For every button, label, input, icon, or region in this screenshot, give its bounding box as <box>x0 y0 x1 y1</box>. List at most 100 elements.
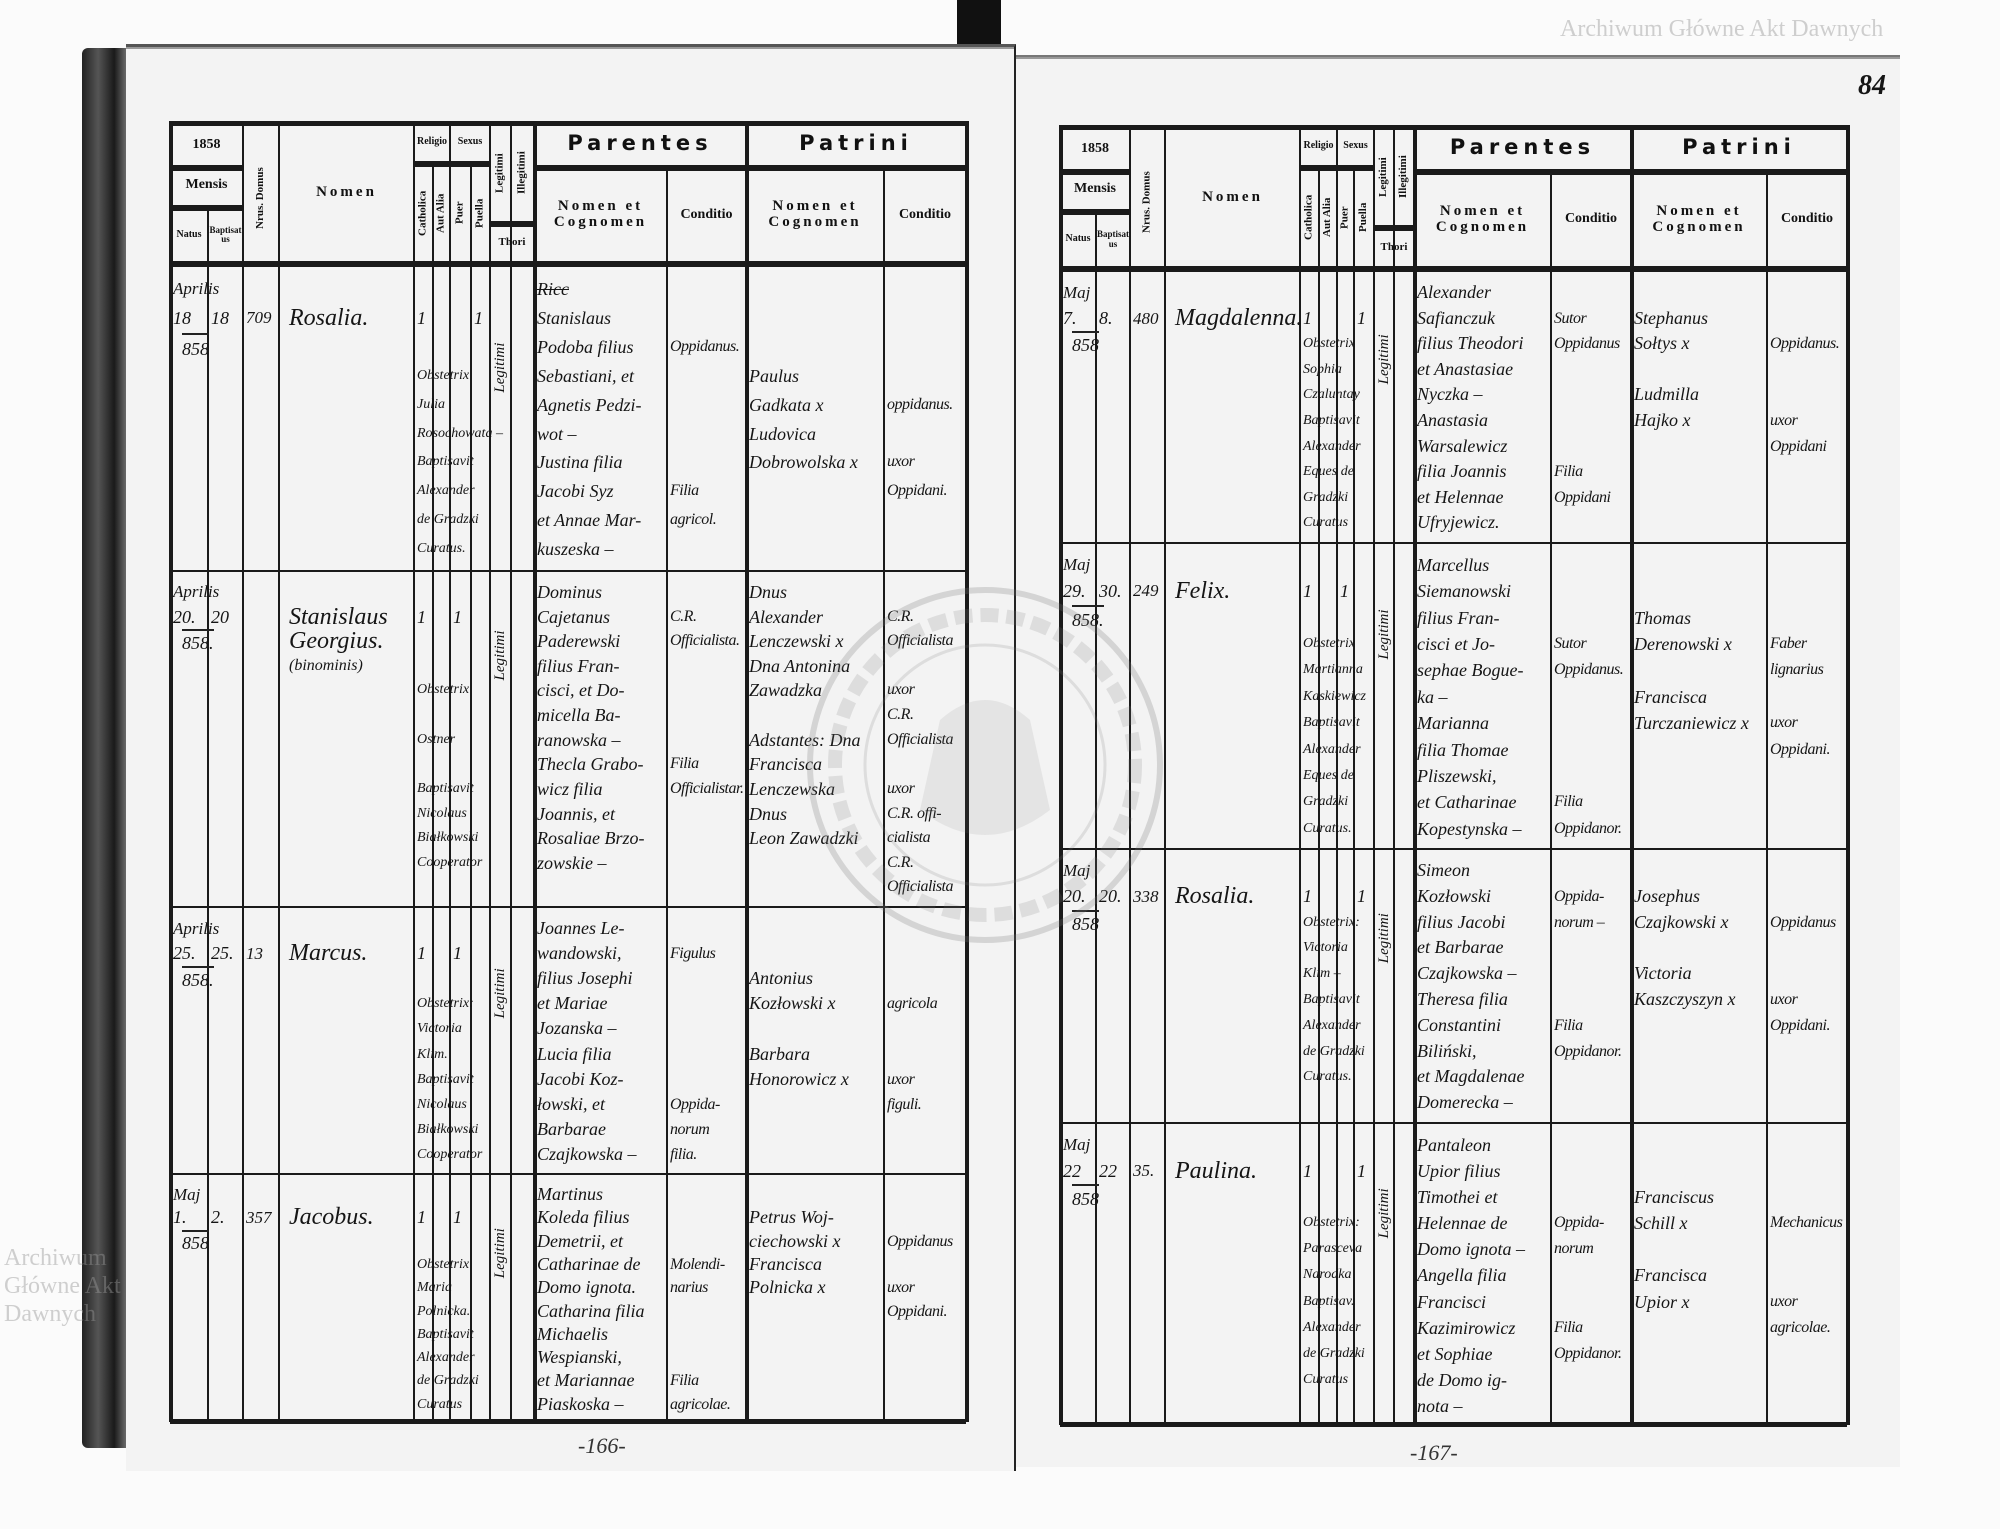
entry-parentes-conditio: agricol. <box>670 511 717 529</box>
entry-parentes-name: filius Fran- <box>1417 607 1500 628</box>
entry-sexus-puella: 1 <box>474 307 483 328</box>
column-rule <box>1846 125 1850 1425</box>
entry-patrini-name: Schill x <box>1634 1213 1688 1234</box>
entry-divider <box>1060 1122 1847 1124</box>
entry-parentes-name: filius Theodori <box>1417 333 1524 354</box>
watermark-top-right: Archiwum Główne Akt Dawnych <box>1560 16 1884 42</box>
entry-month: Maj <box>1063 1135 1091 1154</box>
entry-parentes-name: Justina filia <box>537 452 623 473</box>
entry-religio-catholica: 1 <box>417 307 426 328</box>
entry-patrini-conditio: Oppidani. <box>887 482 947 500</box>
entry-patrini-conditio: Oppidani. <box>1770 1016 1830 1034</box>
entry-parentes-name: et Anastasiae <box>1417 358 1514 379</box>
entry-obstetrix-baptisavit-note: Alexander <box>1303 438 1361 454</box>
entry-parentes-conditio: Oppidanor. <box>1554 1042 1622 1060</box>
header-natus: Natus <box>1065 233 1091 245</box>
entry-child-name: Felix. <box>1175 578 1231 605</box>
entry-baptisatus-day: 2. <box>211 1207 225 1228</box>
entry-sexus-puella: 1 <box>1357 885 1366 906</box>
header-baptisatus: Baptisatus <box>1096 229 1129 249</box>
entry-obstetrix-baptisavit-note: Julia <box>417 396 445 412</box>
entry-legitimi-mark: Legitimi <box>1376 1188 1392 1239</box>
entry-obstetrix-baptisavit-note: Klim. <box>417 1046 448 1062</box>
register-entry: Aprilis 25. 25. 858. 13 Marcus. 1 1 Legitimi Obst… <box>170 121 966 1422</box>
entry-year: 858. <box>182 966 214 993</box>
entry-parentes-conditio: Molendi- <box>670 1255 725 1273</box>
entry-patrini-conditio: Officialista <box>887 730 954 748</box>
entry-house-number: 357 <box>246 1208 272 1228</box>
entry-obstetrix-baptisavit-note: Victoria <box>417 1021 462 1037</box>
entry-patrini-conditio: agricolae. <box>1770 1318 1831 1336</box>
entry-patrini-name: Stephanus <box>1634 307 1708 328</box>
entry-patrini-conditio: Mechanicus <box>1770 1214 1843 1232</box>
entry-parentes-name: Marianna <box>1417 713 1489 734</box>
header-sub-rule <box>534 165 966 171</box>
entry-parentes-name: cisci et Jo- <box>1417 634 1495 655</box>
entry-parentes-name: et Catharinae <box>1417 792 1517 813</box>
header-sub-rule <box>170 165 243 171</box>
entry-house-number: 709 <box>246 307 272 327</box>
column-rule <box>278 121 280 1422</box>
entry-patrini-conditio: agricola <box>887 995 938 1013</box>
entry-child-name: (binominis) <box>289 656 363 674</box>
column-rule <box>169 121 173 1422</box>
entry-patrini-name: Kaszczyszyn x <box>1634 989 1736 1009</box>
entry-baptisatus-day: 30. <box>1099 581 1122 602</box>
entry-patrini-name: Francisca <box>1634 686 1707 707</box>
table-bottom-border <box>1060 1422 1847 1427</box>
entry-parentes-name: Jacobi Syz <box>537 481 614 502</box>
entry-parentes-conditio: Oppidani <box>1554 488 1611 506</box>
entry-parentes-name: Sebastiani, et <box>537 365 634 386</box>
entry-house-number: 13 <box>246 944 263 964</box>
header-patrini: Patrini <box>1682 134 1796 159</box>
entry-parentes-name: Ricc <box>537 279 569 299</box>
entry-parentes-name: micella Ba- <box>537 705 621 726</box>
entry-obstetrix-baptisavit-note: Obstetrix <box>417 682 470 698</box>
entry-parentes-name: Timothei et <box>1417 1187 1498 1208</box>
entry-obstetrix-baptisavit-note: Curatus <box>1303 515 1349 531</box>
entry-sexus-puer: 1 <box>453 606 462 627</box>
thori-rule <box>490 221 534 227</box>
entry-parentes-conditio: Sutor <box>1554 635 1587 653</box>
entry-parentes-name: et Mariannae <box>537 1370 635 1391</box>
column-rule <box>1393 125 1395 1425</box>
entry-sexus-puella: 1 <box>1357 1161 1366 1182</box>
entry-divider <box>170 906 966 908</box>
entry-parentes-name: Francisci <box>1417 1291 1486 1312</box>
entry-parentes-name: Kopestynska – <box>1417 818 1522 839</box>
entry-obstetrix-baptisavit-note: Obstetrix <box>1303 336 1356 352</box>
column-rule <box>666 165 668 1422</box>
entry-patrini-name: Paulus <box>749 365 800 386</box>
header-parentes: Parentes <box>567 130 713 155</box>
entry-parentes-name: wot – <box>537 423 577 444</box>
entry-parentes-name: Catharina filia <box>537 1300 645 1321</box>
entry-obstetrix-baptisavit-note: Obstetrix: <box>1303 914 1360 930</box>
entry-parentes-conditio: Filia <box>1554 793 1583 811</box>
entry-patrini-name: Alexander <box>749 606 823 627</box>
column-rule <box>745 121 749 1422</box>
entry-obstetrix-baptisavit-note: Curatus <box>417 1396 463 1412</box>
entry-patrini-conditio: uxor <box>1770 1292 1798 1310</box>
entry-patrini-name: Victoria <box>1634 963 1692 984</box>
entry-parentes-name: Siemanowski <box>1417 581 1511 602</box>
entry-parentes-name: Catharinae de <box>537 1253 641 1274</box>
entry-sexus-puer: 1 <box>453 943 462 964</box>
header-thori: Thori <box>1380 240 1408 253</box>
entry-baptisatus-day: 25. <box>211 943 234 964</box>
column-rule <box>489 121 491 1422</box>
page-number-left: -166- <box>578 1433 626 1458</box>
entry-obstetrix-baptisavit-note: Baptisav. <box>1303 1293 1355 1309</box>
entry-month: Aprilis <box>173 582 220 601</box>
header-parentes: Parentes <box>1449 134 1596 159</box>
entry-patrini-conditio: C.R. offi- <box>887 804 942 822</box>
entry-parentes-conditio: agricolae. <box>670 1395 731 1413</box>
entry-parentes-name: de Domo ig- <box>1417 1369 1507 1390</box>
entry-patrini-conditio: Oppidanus <box>1770 913 1836 931</box>
entry-parentes-name: Podoba filius <box>537 336 634 357</box>
entry-parentes-conditio: Filia <box>670 482 699 500</box>
header-patrini-nomen: Nomen et Cognomen <box>768 198 862 230</box>
page-number-right: -167- <box>1410 1440 1458 1465</box>
entry-house-number: 480 <box>1133 308 1159 328</box>
entry-religio-catholica: 1 <box>1303 885 1312 906</box>
header-patrini-nomen: Nomen et Cognomen <box>1652 202 1746 235</box>
